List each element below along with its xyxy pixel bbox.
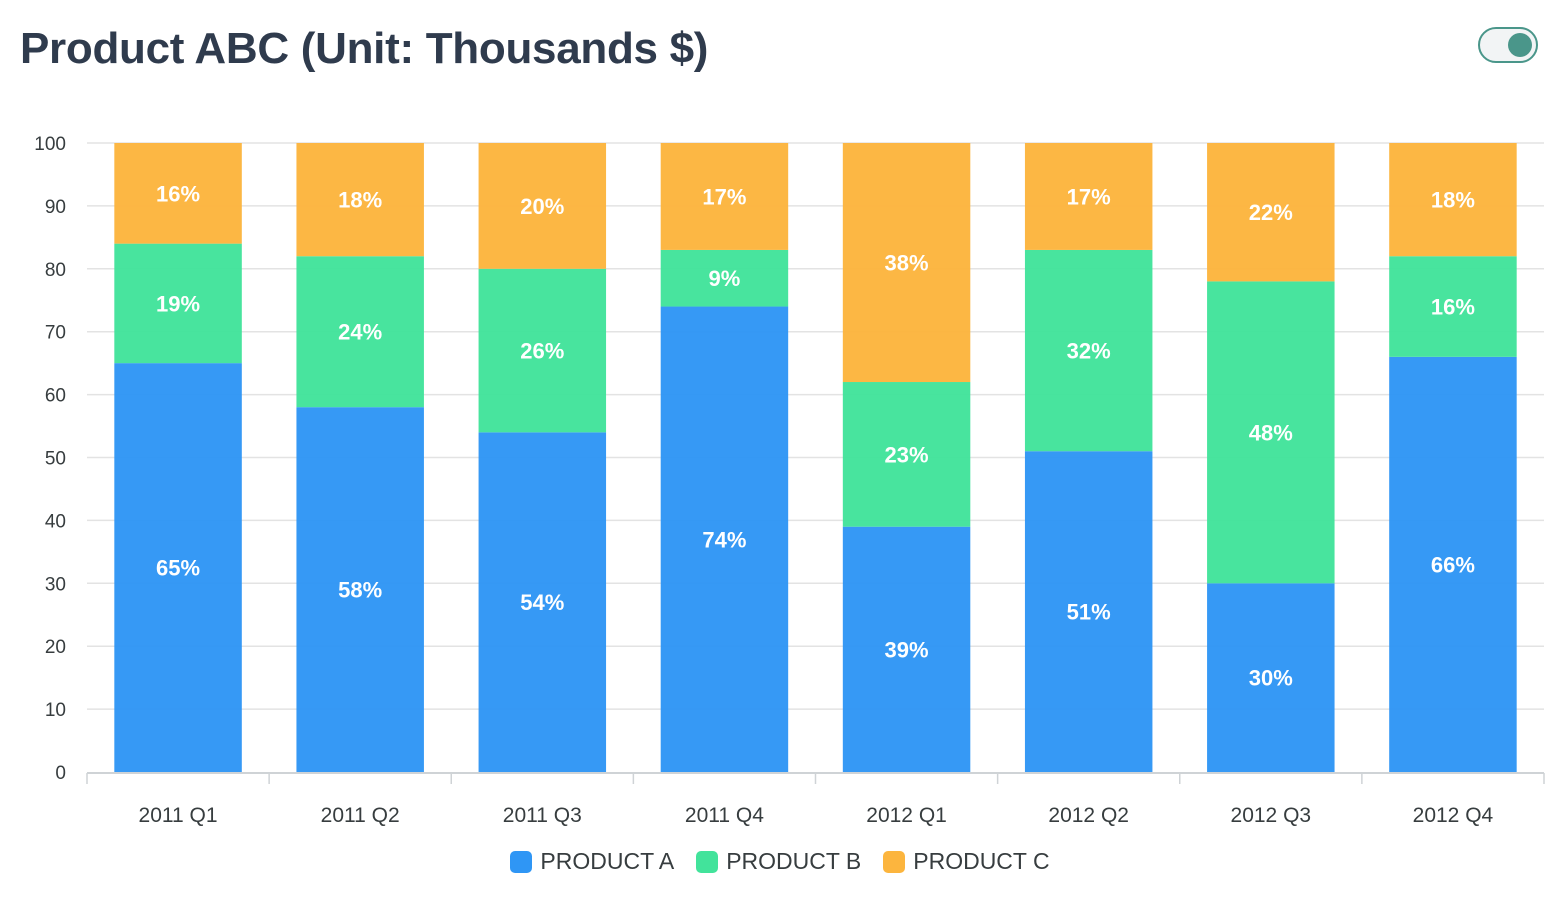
legend: PRODUCT A PRODUCT B PRODUCT C	[0, 848, 1560, 875]
bar-segment	[1389, 256, 1517, 357]
legend-swatch-product-b	[696, 850, 719, 873]
y-tick-label: 100	[34, 134, 66, 155]
bar-segment	[842, 526, 971, 772]
chart-title: Product ABC (Unit: Thousands $)	[20, 24, 709, 73]
y-tick-label: 20	[45, 637, 66, 658]
bar-segment	[478, 143, 607, 269]
bar-segment	[1389, 356, 1517, 772]
x-axis	[86, 772, 1545, 784]
x-tick-label: 2011 Q2	[321, 804, 400, 827]
bar-segment	[296, 143, 424, 257]
bar-segment	[296, 256, 424, 408]
bar-segment	[842, 143, 971, 383]
legend-label-product-c: PRODUCT C	[913, 848, 1050, 874]
y-tick-label: 0	[55, 763, 66, 784]
y-tick-label: 50	[45, 449, 66, 470]
x-tick-label: 2012 Q3	[1231, 804, 1312, 827]
y-axis-ticks: 0 10 20 30 40 50 60 70 80 90 100	[34, 134, 66, 784]
data-label: 51%	[1067, 600, 1111, 625]
bar-segment	[114, 243, 242, 364]
data-label: 65%	[156, 556, 200, 581]
x-tick-label: 2011 Q4	[685, 804, 764, 827]
bar-segment	[1024, 451, 1153, 772]
bar-segment	[114, 363, 242, 772]
data-label: 48%	[1249, 420, 1293, 445]
data-label: 18%	[1431, 188, 1475, 213]
data-label: 38%	[885, 251, 929, 276]
bar-segment	[660, 306, 789, 772]
theme-toggle[interactable]	[1478, 27, 1538, 63]
legend-item-product-b[interactable]: PRODUCT B	[696, 848, 861, 875]
y-tick-label: 80	[45, 260, 66, 281]
data-label: 16%	[156, 181, 200, 206]
bar-segment	[1207, 583, 1335, 772]
bar-segment	[478, 268, 607, 433]
bar-segment	[1389, 143, 1517, 257]
bar-segment	[1024, 249, 1153, 452]
data-label: 54%	[520, 590, 564, 615]
data-label: 39%	[885, 637, 929, 662]
y-tick-label: 90	[45, 197, 66, 218]
data-label: 23%	[885, 442, 929, 467]
y-tick-label: 70	[45, 323, 66, 344]
y-tick-label: 60	[45, 386, 66, 407]
data-label: 16%	[1431, 295, 1475, 320]
data-label: 58%	[338, 578, 382, 603]
data-label: 9%	[709, 266, 741, 291]
data-label: 19%	[156, 291, 200, 316]
data-label: 17%	[1067, 184, 1111, 209]
data-label: 66%	[1431, 552, 1475, 577]
x-tick-label: 2012 Q1	[866, 804, 947, 827]
x-tick-label: 2012 Q2	[1048, 804, 1129, 827]
data-label: 20%	[520, 194, 564, 219]
data-label: 24%	[338, 320, 382, 345]
x-tick-label: 2011 Q3	[503, 804, 582, 827]
legend-label-product-b: PRODUCT B	[726, 848, 862, 874]
x-axis-ticks: 2011 Q1 2011 Q2 2011 Q3 2011 Q4 2012 Q1 2012 …	[139, 804, 1494, 827]
stacked-bar-chart: 0 10 20 30 40 50 60 70 80 90 100 65% 19% 16% 58% 24% 18…	[34, 134, 1545, 827]
data-label: 74%	[702, 527, 746, 552]
x-tick-label: 2012 Q4	[1413, 804, 1494, 827]
data-label: 22%	[1249, 200, 1293, 225]
legend-swatch-product-c	[883, 850, 906, 873]
legend-label-product-a: PRODUCT A	[540, 848, 675, 874]
bar-segment	[1024, 143, 1153, 250]
x-tick-label: 2011 Q1	[139, 804, 218, 827]
data-label: 30%	[1249, 666, 1293, 691]
bar-segment	[660, 249, 789, 307]
bar-segment	[296, 407, 424, 772]
bar-segment	[478, 432, 607, 772]
y-tick-label: 10	[45, 700, 66, 721]
bar-segment	[660, 143, 789, 250]
legend-item-product-a[interactable]: PRODUCT A	[510, 848, 674, 875]
bar-segment	[114, 143, 242, 244]
bar-segment	[842, 382, 971, 527]
legend-item-product-c[interactable]: PRODUCT C	[883, 848, 1050, 875]
data-label: 26%	[520, 339, 564, 364]
legend-swatch-product-a	[510, 850, 533, 873]
data-label: 18%	[338, 188, 382, 213]
data-label: 17%	[702, 184, 746, 209]
bar-segment	[1207, 281, 1335, 584]
data-label: 32%	[1067, 339, 1111, 364]
bar-segment	[1207, 143, 1335, 282]
y-tick-label: 40	[45, 511, 66, 532]
bars	[114, 143, 1517, 772]
data-labels: 65% 19% 16% 58% 24% 18% 54% 26% 20% 74% 9% 17% 39% 23…	[156, 181, 1475, 690]
y-tick-label: 30	[45, 574, 66, 595]
toggle-knob	[1508, 33, 1532, 57]
